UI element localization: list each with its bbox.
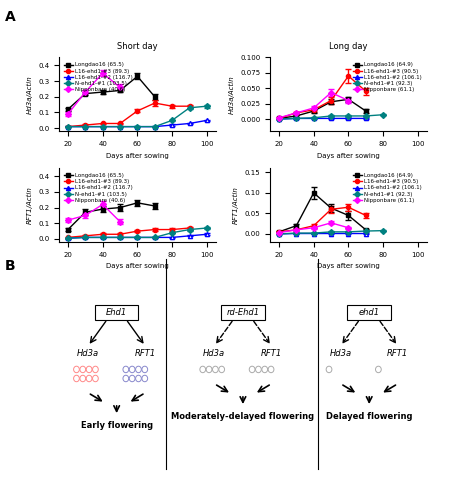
- Circle shape: [142, 375, 147, 382]
- Circle shape: [80, 366, 86, 373]
- Y-axis label: RFT1/Actin: RFT1/Actin: [233, 186, 239, 224]
- Text: RFT1: RFT1: [261, 349, 282, 358]
- Circle shape: [142, 366, 147, 373]
- Text: Moderately-delayed flowering: Moderately-delayed flowering: [172, 412, 314, 421]
- Circle shape: [73, 366, 79, 373]
- Circle shape: [206, 366, 212, 373]
- FancyBboxPatch shape: [95, 305, 138, 320]
- Circle shape: [200, 366, 206, 373]
- Text: B: B: [5, 259, 15, 273]
- Y-axis label: Hd3a/Actin: Hd3a/Actin: [27, 75, 33, 114]
- Circle shape: [326, 366, 332, 373]
- Circle shape: [129, 366, 135, 373]
- Y-axis label: Hd3a/Actin: Hd3a/Actin: [228, 75, 235, 114]
- X-axis label: Days after sowing: Days after sowing: [106, 263, 169, 269]
- Circle shape: [255, 366, 261, 373]
- Legend: Longdao16 (64.9), L16-ehd1-#3 (90.5), L16-ehd1-#2 (106.1), N-ehd1-#1 (92.3), Nip: Longdao16 (64.9), L16-ehd1-#3 (90.5), L1…: [351, 60, 424, 94]
- Text: Delayed flowering: Delayed flowering: [326, 412, 412, 421]
- X-axis label: Days after sowing: Days after sowing: [106, 153, 169, 159]
- Circle shape: [136, 375, 141, 382]
- Text: rd-Ehd1: rd-Ehd1: [227, 308, 259, 317]
- Circle shape: [268, 366, 274, 373]
- Circle shape: [123, 375, 129, 382]
- Circle shape: [249, 366, 255, 373]
- Circle shape: [92, 366, 98, 373]
- Text: RFT1: RFT1: [135, 349, 156, 358]
- Text: A: A: [5, 10, 16, 23]
- Text: Hd3a: Hd3a: [77, 349, 99, 358]
- Circle shape: [129, 375, 135, 382]
- Circle shape: [86, 366, 92, 373]
- Y-axis label: RFT1/Actin: RFT1/Actin: [27, 186, 33, 224]
- Circle shape: [219, 366, 225, 373]
- FancyBboxPatch shape: [221, 305, 265, 320]
- Title: Short day: Short day: [117, 42, 158, 51]
- Text: Ehd1: Ehd1: [106, 308, 128, 317]
- Circle shape: [262, 366, 268, 373]
- FancyBboxPatch shape: [347, 305, 391, 320]
- X-axis label: Days after sowing: Days after sowing: [317, 153, 380, 159]
- Circle shape: [123, 366, 129, 373]
- Text: Early flowering: Early flowering: [81, 421, 153, 430]
- Circle shape: [80, 375, 86, 382]
- Circle shape: [212, 366, 218, 373]
- Legend: Longdao16 (64.9), L16-ehd1-#3 (90.5), L16-ehd1-#2 (106.1), N-ehd1-#1 (92.3), Nip: Longdao16 (64.9), L16-ehd1-#3 (90.5), L1…: [351, 171, 424, 205]
- Legend: Longdao16 (65.5), L16-ehd1-#3 (89.3), L16-ehd1-#2 (116.7), N-ehd1-#1 (103.5), Ni: Longdao16 (65.5), L16-ehd1-#3 (89.3), L1…: [62, 60, 135, 94]
- Circle shape: [86, 375, 92, 382]
- Circle shape: [92, 375, 98, 382]
- Circle shape: [375, 366, 381, 373]
- Text: Hd3a: Hd3a: [329, 349, 352, 358]
- X-axis label: Days after sowing: Days after sowing: [317, 263, 380, 269]
- Text: ehd1: ehd1: [359, 308, 380, 317]
- Text: RFT1: RFT1: [387, 349, 409, 358]
- Circle shape: [136, 366, 141, 373]
- Title: Long day: Long day: [329, 42, 368, 51]
- Circle shape: [73, 375, 79, 382]
- Text: Hd3a: Hd3a: [203, 349, 225, 358]
- Legend: Longdao16 (65.5), L16-ehd1-#3 (89.3), L16-ehd1-#2 (116.7), N-ehd1-#1 (103.5), Ni: Longdao16 (65.5), L16-ehd1-#3 (89.3), L1…: [62, 171, 135, 205]
